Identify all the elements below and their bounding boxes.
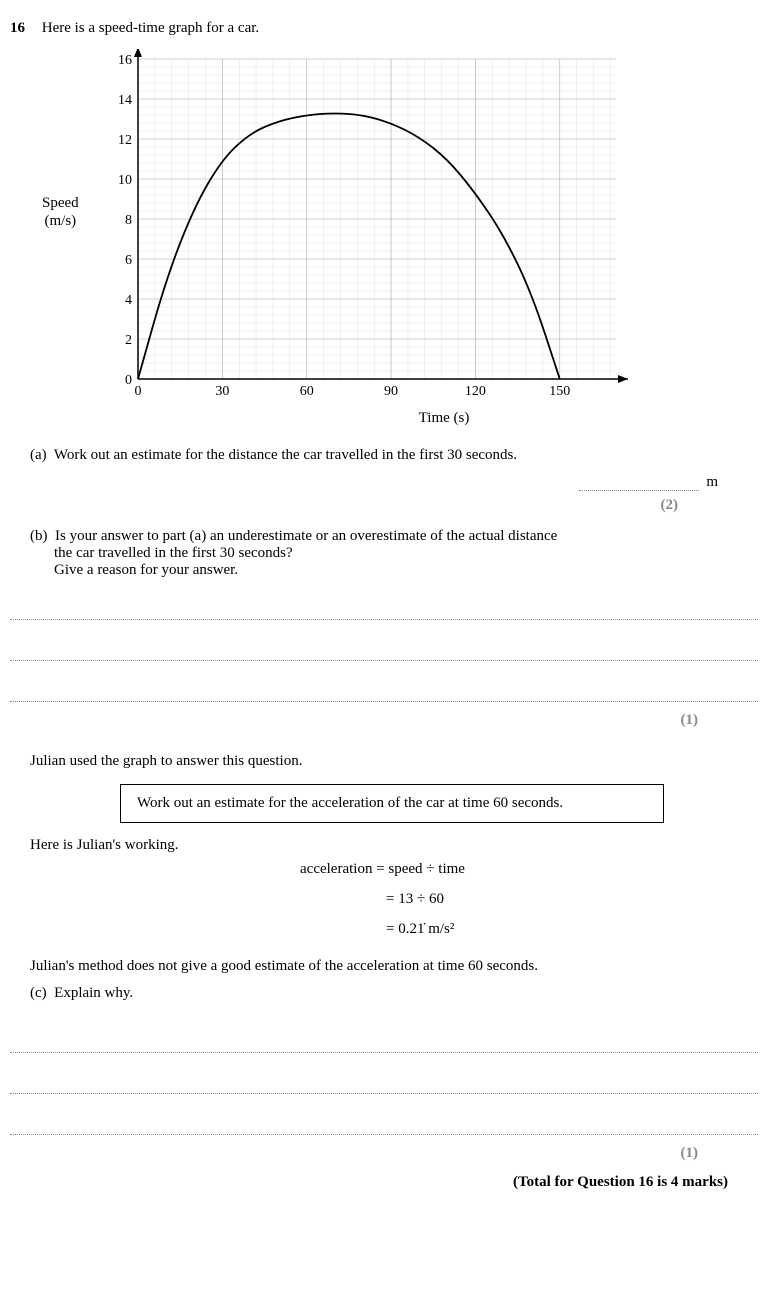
marks-c: (1) — [10, 1145, 758, 1162]
working-line1: acceleration = speed ÷ time — [300, 854, 758, 884]
part-b-line1: Is your answer to part (a) an underestim… — [55, 528, 557, 544]
svg-text:14: 14 — [118, 93, 132, 108]
svg-text:2: 2 — [125, 333, 132, 348]
svg-text:12: 12 — [118, 133, 132, 148]
answer-line-a: m — [30, 474, 738, 491]
part-a-text: Work out an estimate for the distance th… — [54, 447, 517, 463]
writing-line[interactable] — [10, 1053, 758, 1094]
part-a-label: (a) — [30, 447, 47, 463]
y-label-line2: (m/s) — [45, 213, 77, 229]
svg-text:0: 0 — [135, 384, 142, 399]
part-b-label: (b) — [30, 528, 48, 544]
answer-blank[interactable] — [579, 476, 699, 491]
part-c: (c) Explain why. — [30, 985, 738, 1002]
question-header: 16 Here is a speed-time graph for a car. — [10, 20, 758, 37]
julian-working-label: Here is Julian's working. — [30, 837, 738, 854]
svg-text:16: 16 — [118, 53, 132, 68]
svg-text:6: 6 — [125, 253, 132, 268]
svg-text:90: 90 — [384, 384, 398, 399]
writing-line[interactable] — [10, 579, 758, 620]
svg-text:4: 4 — [125, 293, 132, 308]
part-b: (b) Is your answer to part (a) an undere… — [30, 528, 738, 579]
svg-text:8: 8 — [125, 213, 132, 228]
svg-text:60: 60 — [300, 384, 314, 399]
marks-a: (2) — [30, 497, 738, 514]
answer-unit: m — [706, 474, 718, 490]
working-line2: = 13 ÷ 60 — [386, 884, 758, 914]
svg-text:0: 0 — [125, 373, 132, 388]
part-b-line2: the car travelled in the first 30 second… — [54, 545, 293, 561]
marks-b: (1) — [10, 712, 758, 729]
chart-svg: 0 30 60 90 120 150 0 2 4 6 8 10 12 14 16 — [100, 49, 645, 399]
svg-text:150: 150 — [549, 384, 570, 399]
svg-text:120: 120 — [465, 384, 486, 399]
writing-line[interactable] — [10, 661, 758, 702]
julian-followup: Julian's method does not give a good est… — [30, 958, 738, 975]
total-marks: (Total for Question 16 is 4 marks) — [10, 1174, 758, 1191]
part-c-text: Explain why. — [54, 985, 133, 1001]
speed-time-chart: Speed (m/s) 03060901201500246810121416 T… — [100, 49, 758, 427]
julian-working: acceleration = speed ÷ time = 13 ÷ 60 = … — [300, 854, 758, 944]
boxed-question: Work out an estimate for the acceleratio… — [120, 784, 664, 823]
intro-text: Here is a speed-time graph for a car. — [42, 20, 259, 37]
question-number: 16 — [10, 20, 38, 37]
svg-text:10: 10 — [118, 173, 132, 188]
julian-intro: Julian used the graph to answer this que… — [30, 753, 738, 770]
part-c-label: (c) — [30, 985, 47, 1001]
y-label-line1: Speed — [42, 195, 79, 211]
x-axis-label: Time (s) — [130, 410, 758, 427]
working-line3: = 0.21̇ m/s² — [386, 914, 758, 944]
part-b-line3: Give a reason for your answer. — [54, 562, 238, 578]
writing-line[interactable] — [10, 620, 758, 661]
writing-line[interactable] — [10, 1094, 758, 1135]
part-a: (a) Work out an estimate for the distanc… — [30, 447, 738, 514]
writing-line[interactable] — [10, 1012, 758, 1053]
y-axis-label: Speed (m/s) — [42, 194, 79, 230]
svg-text:30: 30 — [215, 384, 229, 399]
